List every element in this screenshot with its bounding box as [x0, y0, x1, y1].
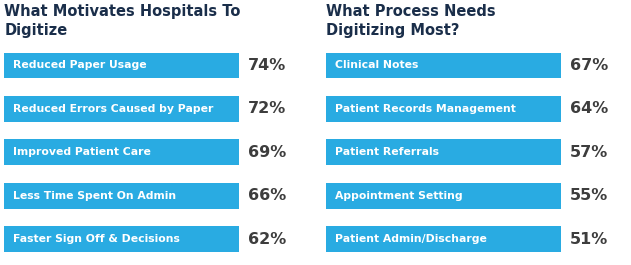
FancyBboxPatch shape [326, 96, 561, 122]
FancyBboxPatch shape [4, 96, 239, 122]
FancyBboxPatch shape [326, 139, 561, 165]
FancyBboxPatch shape [4, 52, 239, 78]
FancyBboxPatch shape [4, 139, 239, 165]
Text: Faster Sign Off & Decisions: Faster Sign Off & Decisions [13, 234, 180, 244]
Text: Clinical Notes: Clinical Notes [335, 60, 418, 70]
Text: Appointment Setting: Appointment Setting [335, 191, 463, 201]
Text: 57%: 57% [570, 145, 608, 160]
Text: Patient Admin/Discharge: Patient Admin/Discharge [335, 234, 487, 244]
Text: 55%: 55% [570, 188, 608, 203]
Text: Less Time Spent On Admin: Less Time Spent On Admin [13, 191, 176, 201]
FancyBboxPatch shape [326, 52, 561, 78]
Text: Reduced Errors Caused by Paper: Reduced Errors Caused by Paper [13, 104, 213, 114]
Text: 64%: 64% [570, 101, 608, 116]
FancyBboxPatch shape [326, 183, 561, 209]
Text: Patient Records Management: Patient Records Management [335, 104, 516, 114]
FancyBboxPatch shape [4, 183, 239, 209]
Text: 69%: 69% [248, 145, 286, 160]
Text: 72%: 72% [248, 101, 286, 116]
Text: 62%: 62% [248, 232, 286, 247]
Text: What Process Needs
Digitizing Most?: What Process Needs Digitizing Most? [326, 4, 495, 38]
Text: Reduced Paper Usage: Reduced Paper Usage [13, 60, 147, 70]
Text: 66%: 66% [248, 188, 286, 203]
Text: What Motivates Hospitals To
Digitize: What Motivates Hospitals To Digitize [4, 4, 240, 38]
Text: 74%: 74% [248, 58, 286, 73]
Text: Patient Referrals: Patient Referrals [335, 147, 439, 157]
Text: Improved Patient Care: Improved Patient Care [13, 147, 151, 157]
Text: 67%: 67% [570, 58, 608, 73]
FancyBboxPatch shape [4, 226, 239, 252]
Text: 51%: 51% [570, 232, 608, 247]
FancyBboxPatch shape [326, 226, 561, 252]
